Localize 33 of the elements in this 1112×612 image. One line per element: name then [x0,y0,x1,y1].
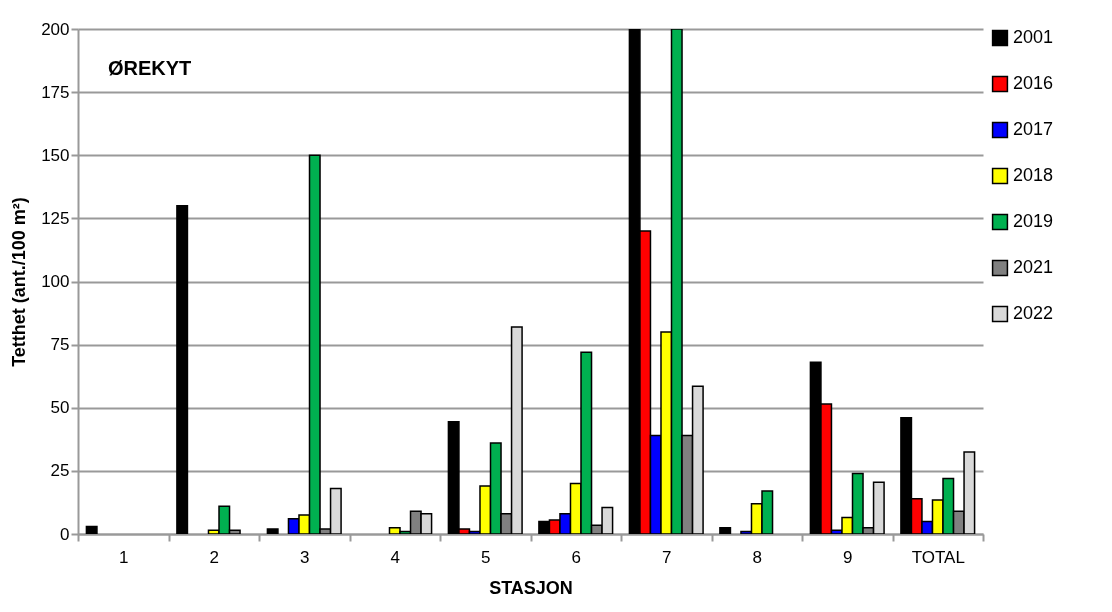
y-tick-label: 100 [41,272,70,291]
x-tick-label: 5 [481,547,491,567]
y-axis-title: Tetthet (ant./100 m²) [9,197,30,367]
y-tick-label: 25 [50,461,70,481]
legend-label: 2001 [1013,27,1054,47]
legend-label: 2021 [1013,257,1054,277]
x-tick-label: 7 [662,547,672,567]
x-tick-label: 6 [571,547,581,567]
bar [85,525,98,534]
x-tick-label: 2 [209,547,219,567]
y-tick-label: 200 [41,19,70,39]
text: ØREKYT [108,57,192,79]
legend-label: 2017 [1013,119,1054,139]
x-tick-label: 8 [752,547,762,567]
x-tick-label: 3 [300,547,310,567]
x-tick-label: TOTAL [911,547,965,567]
y-tick-label: 0 [60,524,70,544]
bar [266,528,279,534]
y-tick-label: 125 [41,208,70,228]
y-tick-label: 75 [50,335,70,355]
legend-label: 2016 [1013,73,1054,93]
y-tick-label: 175 [41,82,70,102]
legend-label: 2022 [1013,303,1054,323]
bar [176,205,189,534]
y-tick-label: 50 [50,398,70,418]
x-axis-title: STASJON [489,577,573,598]
x-tick-label: 9 [843,547,853,567]
legend-label: 2018 [1013,165,1054,185]
x-tick-label: 4 [390,547,400,567]
bar [719,526,732,534]
legend-label: 2019 [1013,211,1054,231]
x-tick-label: 1 [119,547,129,567]
y-tick-label: 150 [41,145,70,165]
